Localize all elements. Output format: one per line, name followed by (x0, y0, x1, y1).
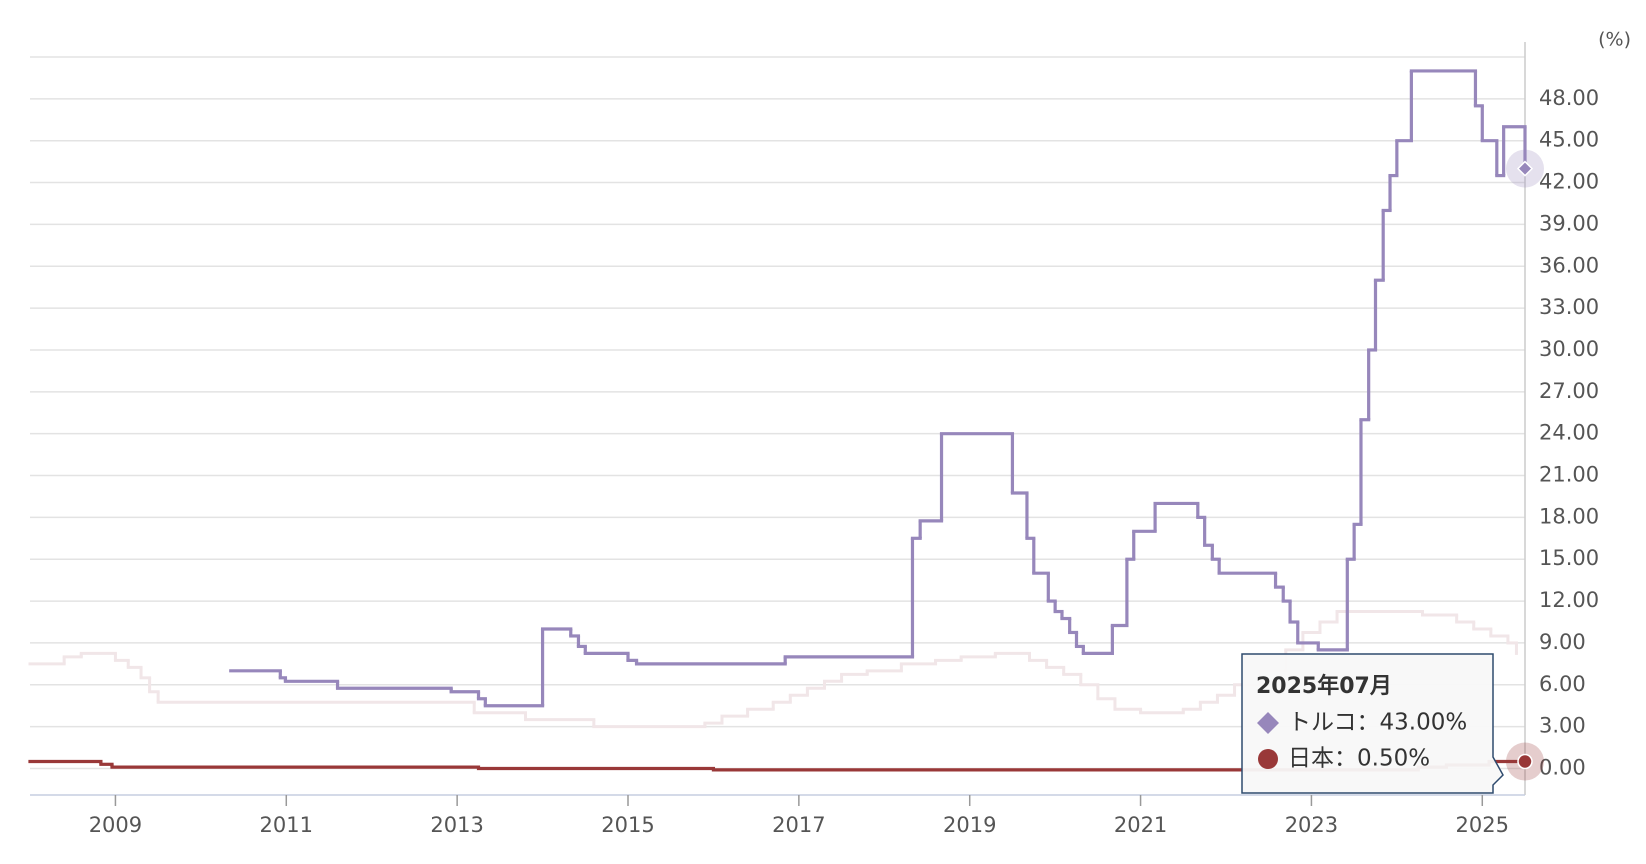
x-tick-label: 2013 (430, 813, 483, 837)
tooltip-symbol (1258, 749, 1278, 769)
tooltip-row: 日本：0.50% (1288, 746, 1430, 772)
y-tick-label: 3.00 (1539, 714, 1586, 738)
y-tick-label: 42.00 (1539, 170, 1599, 194)
grid: 0.00 3.00 6.00 9.00 12.00 15.00 18.00 21.00 24.0… (30, 42, 1599, 837)
y-tick-label: 27.00 (1539, 379, 1599, 403)
y-tick-label: 24.00 (1539, 421, 1599, 445)
y-tick-label: 48.00 (1539, 86, 1599, 110)
y-tick-label: 18.00 (1539, 504, 1599, 528)
point-marker (1516, 160, 1534, 177)
y-tick-label: 39.00 (1539, 211, 1599, 235)
y-tick-label: 9.00 (1539, 630, 1586, 654)
y-tick-label: 33.00 (1539, 295, 1599, 319)
y-tick-label: 21.00 (1539, 463, 1599, 487)
y-tick-label: 0.00 (1539, 755, 1586, 779)
x-tick-label: 2011 (260, 813, 313, 837)
x-tick-label: 2015 (601, 813, 654, 837)
tooltip-box (1241, 653, 1504, 794)
y-tick-label: 12.00 (1539, 588, 1599, 612)
x-tick-label: 2017 (772, 813, 825, 837)
y-unit: (%) (1598, 29, 1631, 51)
x-tick-label: 2009 (89, 813, 142, 837)
tooltip-title: 2025年07月 (1256, 673, 1392, 699)
y-tick-label: 36.00 (1539, 253, 1599, 277)
y-tick-label: 6.00 (1539, 672, 1586, 696)
x-tick-label: 2025 (1456, 813, 1509, 837)
x-tick-label: 2023 (1285, 813, 1338, 837)
tooltip-symbol (1257, 712, 1279, 734)
tooltip-row: トルコ：43.00% (1288, 710, 1467, 736)
y-tick-label: 45.00 (1539, 128, 1599, 152)
y-tick-label: 15.00 (1539, 546, 1599, 570)
y-tick-label: 30.00 (1539, 337, 1599, 361)
x-tick-label: 2019 (943, 813, 996, 837)
x-tick-label: 2021 (1114, 813, 1167, 837)
point-marker (1517, 753, 1533, 770)
